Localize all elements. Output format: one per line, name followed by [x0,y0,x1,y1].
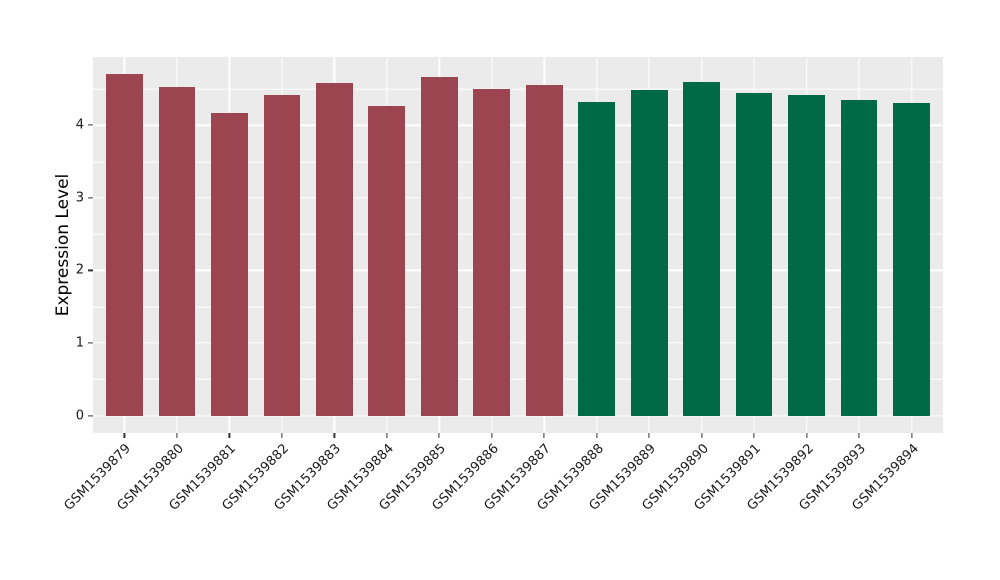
y-tick-label: 4 [75,117,84,133]
y-tick-label: 1 [75,335,84,351]
gridline-minor-y [93,233,943,235]
x-tick-mark [648,433,650,438]
bar [840,99,878,416]
x-tick-mark [333,433,335,438]
x-tick-mark [910,433,913,438]
x-tick-mark [281,433,283,438]
x-tick-mark [753,433,755,438]
x-tick-mark [858,433,860,438]
gridline-major-y [93,414,943,417]
bar [578,102,616,416]
x-tick-mark [438,433,440,438]
bar [368,106,406,416]
gridline-major-y [93,342,943,344]
y-tick-mark [88,269,93,271]
x-tick-mark [228,433,230,438]
bar [630,89,668,416]
x-tick-mark [123,433,126,438]
bar [473,88,511,416]
bar [211,112,248,416]
y-tick-mark [88,197,93,199]
gridline-major-y [93,197,943,199]
x-tick-mark [491,433,493,438]
x-tick-mark [176,433,178,438]
y-tick-mark [88,342,93,344]
y-tick-mark [88,414,93,417]
gridline-minor-y [93,88,943,90]
x-tick-mark [805,433,808,438]
plot-panel [93,57,943,433]
y-tick-label: 3 [75,190,84,206]
gridline-major-y [93,124,943,126]
bar [788,94,825,416]
x-tick-mark [386,433,388,438]
bar [525,84,563,416]
gridline-minor-y [93,378,943,380]
gridline-minor-y [93,161,943,162]
y-tick-label: 2 [75,262,84,278]
bar [158,87,196,416]
y-axis: 0 1 2 3 4 [0,57,93,433]
x-tick-mark [543,433,545,438]
y-tick-label: 0 [75,408,84,424]
x-axis-labels: GSM1539879 GSM1539880 GSM1539881 GSM1539882… [62,441,943,562]
bar [420,76,458,416]
bar [106,73,143,416]
y-axis-title: Expression Level [53,173,73,317]
gridline-major-y [93,269,943,272]
y-tick-mark [88,124,93,126]
bar [735,93,773,416]
bar [263,95,301,416]
x-axis-ticks [93,433,943,441]
bar [893,103,930,416]
x-tick-mark [596,433,598,438]
gridline-minor-y [93,306,943,308]
x-tick-mark [701,433,703,438]
bar [315,83,353,416]
bar [683,81,720,416]
